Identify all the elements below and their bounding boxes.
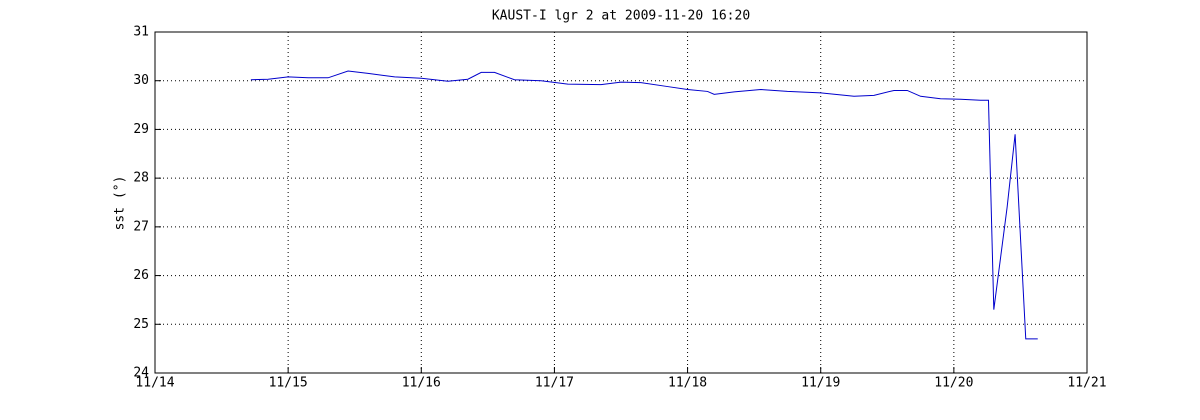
data-line <box>250 70 1038 340</box>
x-tick-label: 11/20 <box>934 376 973 391</box>
chart-title: KAUST-I lgr 2 at 2009-11-20 16:20 <box>492 9 750 24</box>
y-tick-label: 24 <box>133 366 149 381</box>
x-tick-label: 11/16 <box>402 376 441 391</box>
x-tick-label: 11/18 <box>668 376 707 391</box>
x-tick-label: 11/19 <box>801 376 840 391</box>
x-tick-label: 11/14 <box>135 376 174 391</box>
y-tick-label: 27 <box>133 219 149 234</box>
y-tick-label: 26 <box>133 268 149 283</box>
x-tick-label: 11/17 <box>535 376 574 391</box>
y-tick-label: 30 <box>133 73 149 88</box>
x-tick-label: 11/15 <box>269 376 308 391</box>
y-tick-label: 29 <box>133 122 149 137</box>
x-tick-label: 11/21 <box>1067 376 1106 391</box>
plot-frame <box>154 31 1088 374</box>
y-tick-label: 28 <box>133 171 149 186</box>
y-tick-label: 31 <box>133 25 149 40</box>
y-tick-label: 25 <box>133 317 149 332</box>
y-axis-label: sst (°) <box>113 176 128 231</box>
